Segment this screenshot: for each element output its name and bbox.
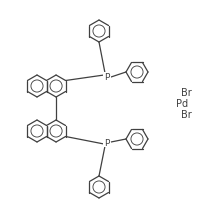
Text: Br: Br — [181, 109, 192, 119]
Text: P: P — [104, 138, 110, 147]
Text: Br: Br — [181, 87, 192, 98]
Text: P: P — [104, 73, 110, 82]
Text: Pd: Pd — [176, 99, 188, 108]
